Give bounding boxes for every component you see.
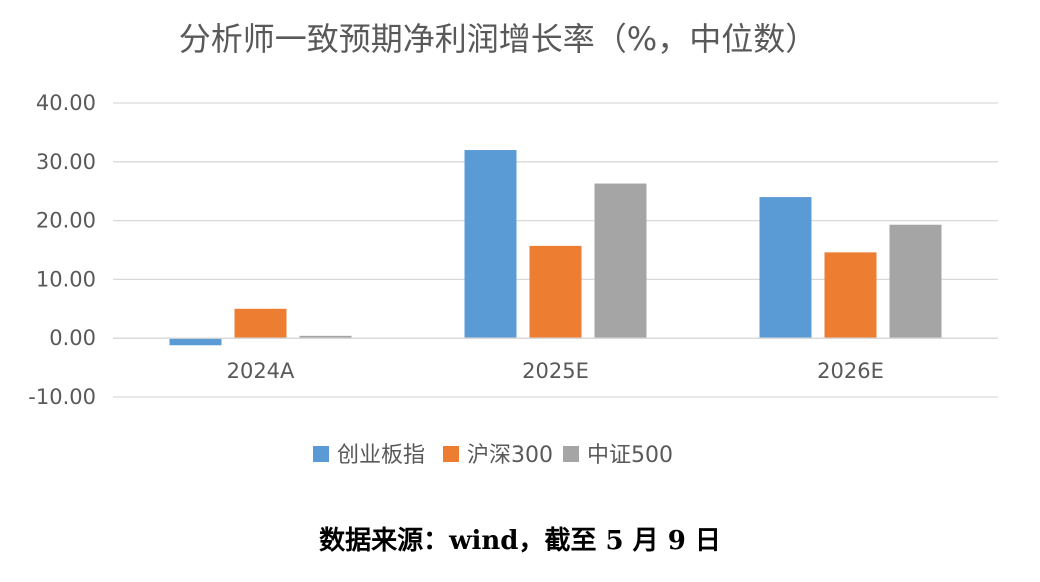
x-category-label: 2024A [227,359,295,383]
x-category-label: 2026E [817,359,884,383]
bar [889,224,942,339]
y-axis-ticks: 40.00 30.00 20.00 10.00 0.00 -10.00 [28,91,96,409]
bars [169,150,942,346]
x-axis-categories: 2024A 2025E 2026E [227,359,884,383]
legend-swatch [313,446,329,462]
bar [594,183,647,339]
legend: 创业板指 沪深300 中证500 [313,443,673,468]
legend-swatch [443,446,459,462]
y-tick-label: 10.00 [36,267,96,291]
legend-swatch [563,446,579,462]
x-category-label: 2025E [522,359,589,383]
legend-label: 沪深300 [467,443,553,468]
bar [824,252,877,339]
y-tick-label: 0.00 [49,326,96,350]
bar [464,150,517,339]
bar [299,335,352,339]
y-tick-label: 30.00 [36,150,96,174]
bar [169,338,222,346]
chart-title: 分析师一致预期净利润增长率（%，中位数） [179,20,817,58]
y-tick-label: -10.00 [28,385,96,409]
y-tick-label: 40.00 [36,91,96,115]
legend-label: 中证500 [587,443,673,468]
y-tick-label: 20.00 [36,209,96,233]
bar [759,197,812,339]
source-note: 数据来源：wind，截至 5 月 9 日 [319,526,721,556]
legend-label: 创业板指 [337,443,425,468]
bar [234,308,287,339]
bar [529,245,582,339]
